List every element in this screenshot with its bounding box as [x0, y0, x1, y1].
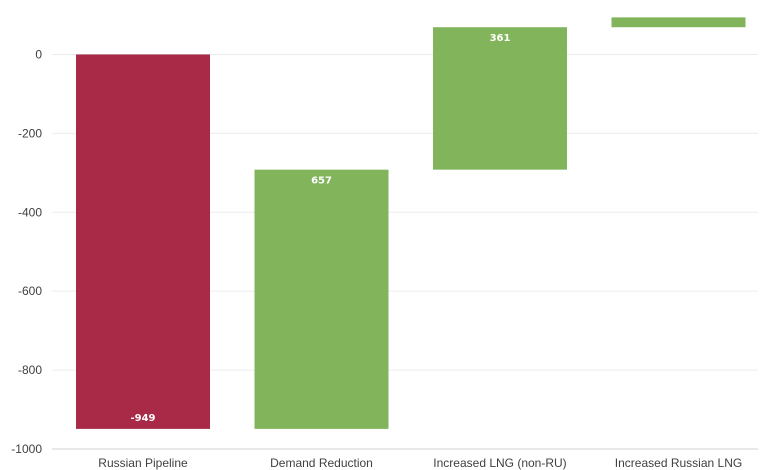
bar-increased-lng-non-ru — [433, 27, 567, 170]
bar-russian-pipeline — [76, 54, 210, 429]
y-axis-tick-labels: 0 -200 -400 -600 -800 -1000 — [11, 47, 42, 456]
y-tick-label: 0 — [35, 47, 42, 61]
data-label-russian-pipeline: -949 — [130, 413, 155, 424]
y-tick-label: -600 — [18, 284, 42, 298]
data-labels: -949 657 361 — [130, 33, 510, 424]
y-tick-label: -1000 — [11, 442, 42, 456]
y-tick-label: -400 — [18, 205, 42, 219]
data-label-demand-reduction: 657 — [311, 176, 332, 187]
bar-increased-russian-lng — [611, 17, 746, 28]
x-category-label: Russian Pipeline — [98, 456, 188, 470]
bar-demand-reduction — [254, 169, 389, 429]
data-label-increased-lng-non-ru: 361 — [490, 33, 511, 44]
x-category-label: Increased LNG (non-RU) — [433, 456, 566, 470]
bars — [76, 17, 746, 429]
x-axis-category-labels: Russian Pipeline Demand Reduction Increase… — [98, 456, 742, 470]
y-tick-label: -800 — [18, 363, 42, 377]
x-category-label: Increased Russian LNG — [615, 456, 742, 470]
x-category-label: Demand Reduction — [270, 456, 373, 470]
y-tick-label: -200 — [18, 126, 42, 140]
